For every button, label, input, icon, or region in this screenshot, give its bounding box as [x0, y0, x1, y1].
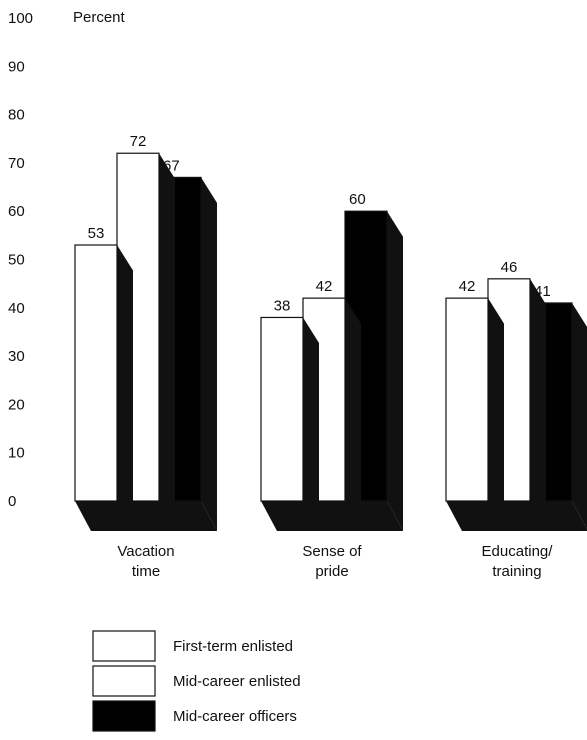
legend-item: Mid-career officers	[92, 700, 297, 732]
bar	[74, 244, 118, 502]
category-label: training	[492, 563, 541, 580]
y-tick-label: 50	[8, 252, 25, 269]
legend: First-term enlisted Mid-career enlisted Mi…	[92, 630, 301, 732]
bar-side	[530, 278, 546, 531]
bar-group	[74, 152, 217, 532]
y-tick-label: 0	[8, 493, 16, 510]
legend-label: Mid-career enlisted	[173, 673, 301, 690]
bar-floor-shadow	[75, 501, 217, 531]
bar	[260, 316, 304, 502]
category-label: Sense of	[302, 543, 362, 560]
bar-group	[260, 210, 403, 531]
y-tick-label: 20	[8, 396, 25, 413]
y-tick-label: 80	[8, 107, 25, 124]
category-label: pride	[315, 563, 348, 580]
bar-side	[201, 177, 217, 531]
bar-value-label: 42	[459, 278, 476, 295]
bar-side	[387, 211, 403, 531]
y-tick-label: 60	[8, 203, 25, 220]
bar-value-label: 67	[163, 157, 180, 174]
legend-item: First-term enlisted	[92, 630, 293, 662]
legend-label: Mid-career officers	[173, 708, 297, 725]
y-axis-ticks: 0 10 20 30 40 50 60 70 80 90 100	[8, 10, 33, 510]
y-axis-label: Percent	[73, 9, 126, 26]
bar-value-label: 72	[130, 133, 147, 150]
bar-value-label: 53	[88, 225, 105, 242]
y-tick-label: 40	[8, 300, 25, 317]
y-tick-label: 30	[8, 348, 25, 365]
bar-group	[445, 278, 587, 531]
value-labels: 67 72 53 60 42 38 41 46 42	[88, 133, 551, 314]
legend-swatch	[92, 665, 156, 697]
bar-side	[345, 298, 361, 531]
bar-value-label: 42	[316, 278, 333, 295]
y-tick-label: 70	[8, 155, 25, 172]
bar-side	[488, 298, 504, 531]
bar-floor-shadow	[446, 501, 587, 531]
bar-value-label: 46	[501, 259, 518, 276]
bar-value-label: 38	[274, 297, 291, 314]
bar-side	[303, 317, 319, 531]
bars	[74, 152, 587, 532]
category-label: Vacation	[117, 543, 174, 560]
bar-value-label: 41	[534, 283, 551, 300]
legend-swatch	[92, 630, 156, 662]
category-label: time	[132, 563, 160, 580]
bar-floor-shadow	[261, 501, 403, 531]
y-tick-label: 100	[8, 10, 33, 27]
legend-swatch	[92, 700, 156, 732]
category-label: Educating/	[482, 543, 554, 560]
y-tick-label: 90	[8, 58, 25, 75]
legend-item: Mid-career enlisted	[92, 665, 301, 697]
bar-side	[117, 245, 133, 531]
legend-label: First-term enlisted	[173, 638, 293, 655]
category-labels: Vacation time Sense of pride Educating/train…	[117, 543, 553, 580]
bar-side	[572, 302, 587, 530]
bar-side	[159, 153, 175, 532]
bar-value-label: 60	[349, 191, 366, 208]
y-tick-label: 10	[8, 445, 25, 462]
bar	[445, 297, 489, 502]
